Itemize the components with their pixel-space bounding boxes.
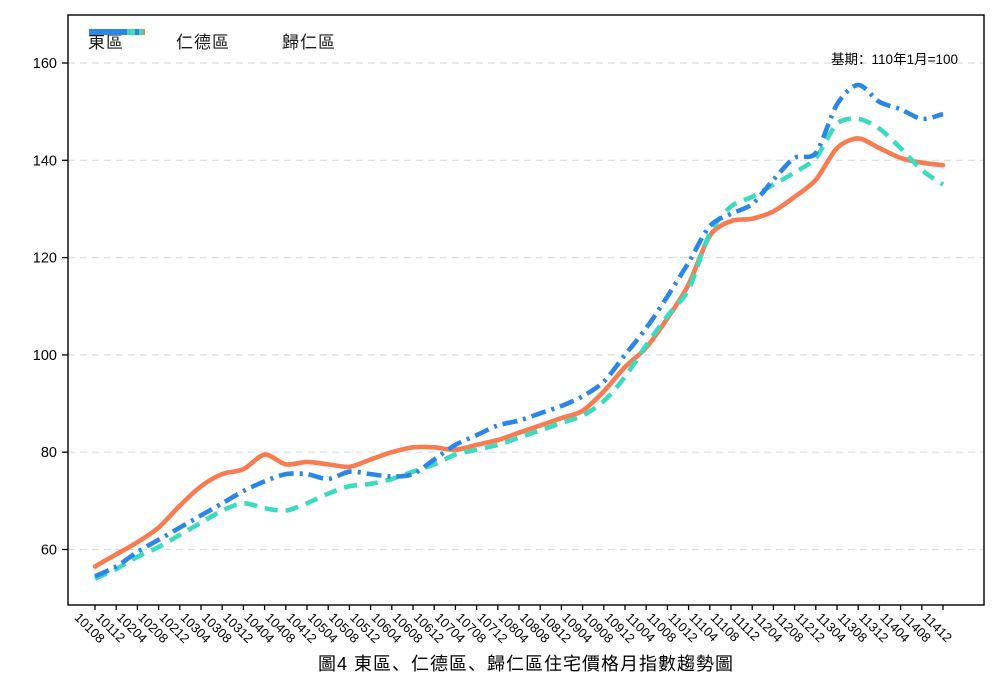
legend-line-sample-guiren xyxy=(89,29,145,35)
series-line-dong xyxy=(92,136,946,569)
legend-label-guiren: 歸仁區 xyxy=(282,33,336,52)
series-line-rende xyxy=(94,116,945,581)
legend-item-guiren: 歸仁區 xyxy=(89,28,336,53)
legend-label-rende: 仁德區 xyxy=(176,33,230,52)
chart-title: 圖4 東區、仁德區、歸仁區住宅價格月指數趨勢圖 xyxy=(317,654,734,674)
ytick-label-100: 100 xyxy=(33,348,57,364)
ytick-label-80: 80 xyxy=(41,445,57,461)
ytick-label-160: 160 xyxy=(33,56,57,72)
ytick-label-120: 120 xyxy=(33,251,57,267)
legend-item-rende: 仁德區 xyxy=(89,28,230,53)
series-line-guiren xyxy=(94,82,944,579)
base-period-note: 基期：110年1月=100 xyxy=(831,52,958,67)
chart-legend: 東區 仁德區 歸仁區 xyxy=(88,28,336,53)
plot-border xyxy=(67,14,985,606)
ytick-label-60: 60 xyxy=(41,543,57,559)
legend-label-dong: 東區 xyxy=(88,33,124,52)
ytick-label-140: 140 xyxy=(33,153,57,169)
